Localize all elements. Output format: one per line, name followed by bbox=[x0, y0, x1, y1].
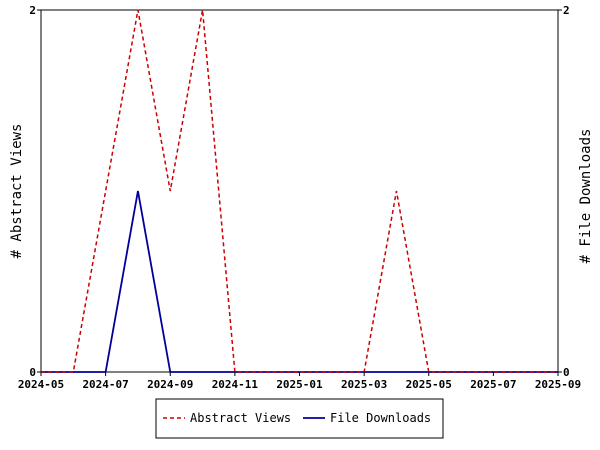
series-line-abstract-views bbox=[41, 9, 558, 373]
x-tick-label: 2025-03 bbox=[341, 378, 387, 391]
y-axis-left: 02 bbox=[29, 4, 41, 379]
legend: Abstract Views File Downloads bbox=[155, 398, 444, 439]
y-left-tick-label: 2 bbox=[29, 4, 36, 17]
legend-box bbox=[155, 398, 444, 439]
x-tick-label: 2025-09 bbox=[535, 378, 581, 391]
y-right-tick-label: 0 bbox=[563, 366, 570, 379]
y-axis-right-title: # File Downloads bbox=[578, 129, 594, 264]
legend-label-file-downloads: File Downloads bbox=[330, 411, 431, 425]
y-right-tick-label: 2 bbox=[563, 4, 570, 17]
y-axis-left-title: # Abstract Views bbox=[9, 124, 25, 259]
x-tick-label: 2024-11 bbox=[212, 378, 259, 391]
x-tick-label: 2025-07 bbox=[470, 378, 516, 391]
x-tick-label: 2025-05 bbox=[406, 378, 452, 391]
x-axis: 2024-05 2024-07 2024-09 2024-11 2025-01 2025-… bbox=[18, 372, 581, 391]
y-axis-right: 02 bbox=[558, 4, 570, 379]
x-tick-label: 2024-07 bbox=[82, 378, 128, 391]
y-left-tick-label: 0 bbox=[29, 366, 36, 379]
x-tick-label: 2025-01 bbox=[276, 378, 323, 391]
x-tick-label: 2024-05 bbox=[18, 378, 64, 391]
plot-area bbox=[40, 9, 559, 373]
x-tick-label: 2024-09 bbox=[147, 378, 193, 391]
legend-label-abstract-views: Abstract Views bbox=[190, 411, 291, 425]
